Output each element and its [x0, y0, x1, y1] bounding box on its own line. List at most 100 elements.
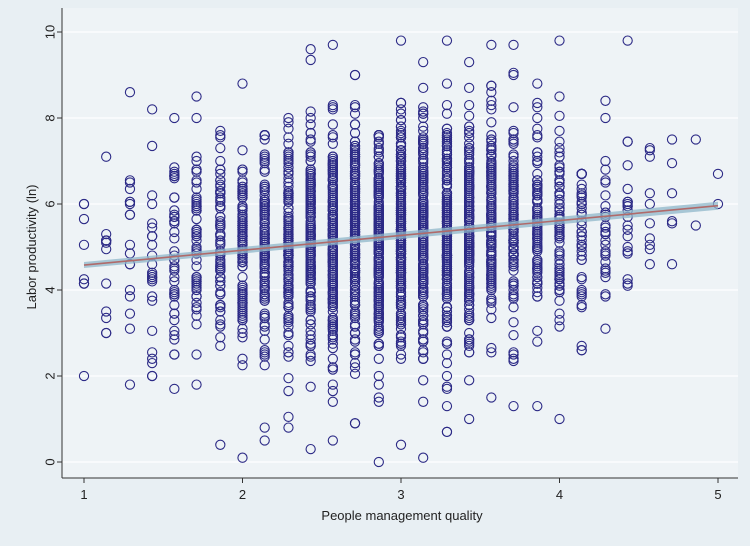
data-point [191, 231, 202, 242]
data-point [441, 211, 453, 223]
data-point [191, 112, 202, 124]
data-point [373, 181, 384, 192]
data-point [147, 239, 158, 250]
data-point [600, 164, 611, 175]
data-point [349, 362, 361, 373]
data-point [373, 207, 384, 218]
data-point [283, 207, 294, 218]
data-point [237, 308, 248, 319]
data-point [327, 160, 338, 171]
data-point [373, 295, 384, 306]
data-point [395, 194, 407, 205]
data-point [305, 299, 316, 311]
data-point [191, 349, 202, 360]
data-point [464, 314, 475, 326]
data-point [283, 153, 294, 164]
data-point [486, 80, 497, 91]
data-point [554, 188, 565, 199]
data-point [305, 314, 316, 326]
data-point [622, 231, 633, 242]
data-point [327, 218, 338, 229]
data-point [124, 323, 136, 334]
data-point [349, 147, 361, 158]
data-point [373, 259, 384, 270]
data-point [464, 375, 475, 386]
data-point [554, 265, 565, 276]
data-point [554, 136, 565, 147]
data-point [395, 308, 407, 319]
data-point [259, 196, 270, 207]
data-point [690, 134, 701, 145]
data-point [395, 151, 407, 162]
data-point [305, 211, 316, 223]
data-point [554, 198, 565, 210]
data-point [464, 155, 475, 167]
data-point [259, 218, 270, 229]
data-point [101, 312, 112, 324]
data-point [215, 185, 226, 197]
data-point [554, 250, 565, 261]
data-point [215, 280, 226, 291]
data-point [644, 151, 655, 162]
data-point [215, 439, 226, 450]
data-point [237, 78, 248, 89]
data-point [622, 160, 633, 171]
data-point [418, 173, 429, 184]
data-point [283, 220, 294, 231]
data-point [191, 213, 202, 225]
data-point [464, 304, 475, 315]
data-point [418, 56, 429, 68]
data-point [349, 321, 361, 332]
data-point [259, 435, 270, 446]
data-point [327, 138, 338, 149]
data-point [464, 310, 475, 321]
data-point [395, 252, 407, 263]
data-point [259, 181, 270, 192]
data-point [124, 209, 136, 220]
data-point [395, 125, 407, 137]
data-point [576, 203, 587, 214]
data-point [418, 168, 429, 180]
data-point [327, 396, 338, 407]
data-point [215, 286, 226, 298]
data-point [464, 276, 475, 287]
data-point [418, 134, 429, 145]
data-point [441, 99, 453, 111]
data-point [147, 370, 158, 382]
data-point [349, 357, 361, 369]
data-point [600, 220, 611, 231]
data-point [554, 194, 565, 205]
data-point [600, 323, 611, 334]
data-point [283, 173, 294, 184]
data-point [418, 274, 429, 285]
data-point [576, 179, 587, 190]
data-point [418, 241, 429, 253]
data-point [554, 231, 565, 242]
data-point [508, 194, 519, 205]
data-point [191, 310, 202, 321]
data-point [305, 166, 316, 177]
data-point [418, 142, 429, 154]
data-point [441, 321, 453, 332]
data-point [532, 235, 543, 246]
data-point [305, 351, 316, 362]
data-point [191, 200, 202, 212]
data-point [600, 271, 611, 283]
data-point [283, 276, 294, 287]
data-point [283, 317, 294, 328]
data-point [305, 106, 316, 117]
data-point [283, 112, 294, 124]
data-point [622, 278, 633, 289]
data-point [237, 360, 248, 371]
data-point [327, 306, 338, 317]
data-point [600, 175, 611, 186]
data-point [259, 207, 270, 218]
data-point [78, 198, 90, 210]
data-point [169, 233, 180, 244]
data-point [395, 295, 407, 306]
data-point [464, 132, 475, 143]
data-point [327, 200, 338, 212]
data-point [259, 224, 270, 235]
data-point [349, 142, 361, 154]
data-point [486, 274, 497, 285]
